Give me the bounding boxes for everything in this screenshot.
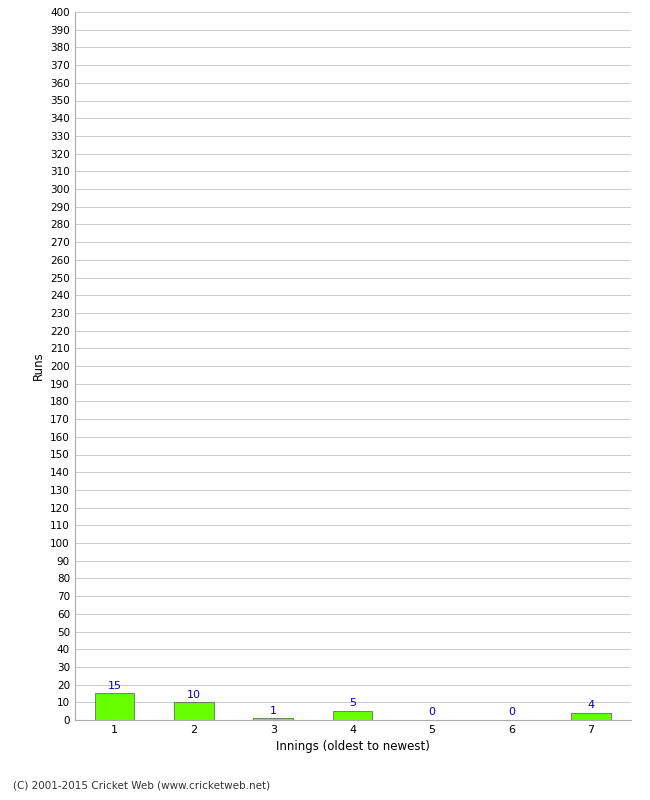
Text: (C) 2001-2015 Cricket Web (www.cricketweb.net): (C) 2001-2015 Cricket Web (www.cricketwe… [13,781,270,790]
Y-axis label: Runs: Runs [32,352,45,380]
Bar [571,713,610,720]
Bar [95,694,135,720]
Bar [254,718,293,720]
Text: 4: 4 [587,700,594,710]
X-axis label: Innings (oldest to newest): Innings (oldest to newest) [276,741,430,754]
Text: 5: 5 [349,698,356,709]
Text: 15: 15 [107,681,122,690]
Text: 0: 0 [508,707,515,718]
Text: 1: 1 [270,706,277,715]
Text: 0: 0 [428,707,436,718]
Text: 10: 10 [187,690,201,700]
Bar [174,702,214,720]
Bar [333,711,372,720]
